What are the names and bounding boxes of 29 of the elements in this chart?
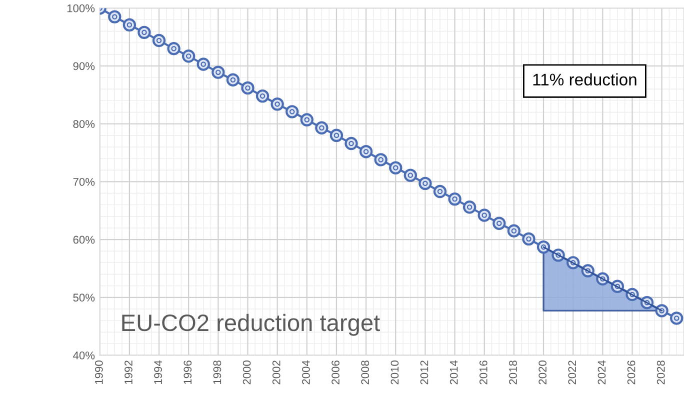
x-tick-label: 2000 <box>242 360 251 384</box>
x-tick-label: 2008 <box>361 360 370 384</box>
x-tick-label: 2004 <box>302 360 310 384</box>
x-tick-label: 1998 <box>213 360 222 384</box>
x-tick-label: 1990 <box>94 360 103 384</box>
y-tick-label: 60% <box>73 236 95 244</box>
x-tick-label: 2002 <box>272 360 280 384</box>
y-tick-label: 80% <box>73 120 95 128</box>
x-tick-label: 2010 <box>390 360 399 384</box>
x-tick-label: 2018 <box>509 360 517 384</box>
x-tick-label: 2006 <box>332 360 340 384</box>
x-tick-label: 2020 <box>538 360 546 384</box>
y-tick-label: 50% <box>73 294 95 302</box>
y-tick-label: 70% <box>73 178 95 186</box>
x-tick-label: 2016 <box>479 360 488 384</box>
y-tick-label: 100% <box>67 4 95 12</box>
x-tick-label: 2024 <box>598 360 606 384</box>
y-tick-label: 90% <box>73 62 95 70</box>
x-tick-label: 2022 <box>568 360 576 384</box>
x-tick-label: 1996 <box>184 360 192 384</box>
annotation: EU-CO2 reduction target <box>122 314 380 336</box>
x-tick-label: 2014 <box>450 360 458 384</box>
x-tick-label: 2028 <box>656 360 665 384</box>
annotation: 11% reduction <box>533 73 636 86</box>
x-tick-label: 1992 <box>124 360 132 384</box>
y-tick-label: 40% <box>73 352 95 360</box>
x-tick-label: 2012 <box>420 360 428 384</box>
x-tick-label: 2026 <box>627 360 636 384</box>
x-tick-label: 1994 <box>154 360 162 384</box>
